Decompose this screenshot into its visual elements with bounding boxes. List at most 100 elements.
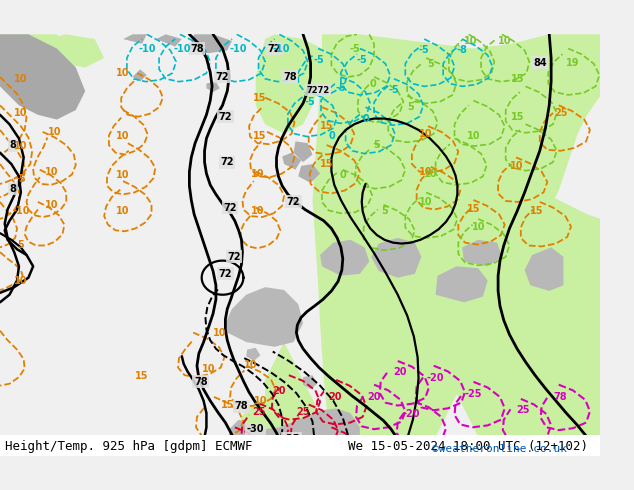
Text: 15: 15: [320, 121, 333, 131]
Text: 15: 15: [467, 204, 480, 215]
Text: 5: 5: [408, 102, 415, 112]
Text: -20: -20: [402, 409, 420, 419]
Text: 8: 8: [10, 140, 16, 150]
Text: 78: 78: [553, 392, 567, 402]
Text: 10: 10: [254, 396, 267, 406]
Text: 15: 15: [320, 159, 333, 169]
Text: 72: 72: [219, 112, 232, 122]
Text: 10: 10: [46, 200, 59, 210]
Text: 10: 10: [117, 171, 130, 180]
Text: 25: 25: [516, 405, 529, 415]
Text: -5: -5: [15, 174, 26, 184]
Text: 10: 10: [467, 131, 480, 141]
Text: 78: 78: [283, 72, 297, 82]
Text: 10: 10: [117, 131, 130, 141]
Text: 72: 72: [221, 157, 234, 167]
Polygon shape: [294, 141, 313, 162]
Text: 8: 8: [10, 184, 16, 194]
Text: 10: 10: [424, 169, 437, 178]
Text: 10: 10: [48, 127, 61, 137]
Text: 15: 15: [253, 93, 266, 103]
Text: -5: -5: [314, 55, 325, 65]
Text: 10: 10: [251, 206, 264, 217]
Text: -5: -5: [419, 46, 430, 55]
Text: 20: 20: [273, 386, 286, 396]
Text: -5: -5: [356, 55, 367, 65]
Text: 10: 10: [213, 328, 226, 338]
Polygon shape: [282, 153, 301, 170]
Text: -10: -10: [139, 44, 157, 53]
Text: 25: 25: [296, 407, 310, 417]
Text: 72: 72: [268, 44, 281, 53]
Text: 84: 84: [533, 58, 547, 68]
Text: 10: 10: [472, 221, 486, 232]
Text: 10: 10: [419, 167, 433, 176]
Text: 20: 20: [393, 368, 406, 377]
Text: 10: 10: [244, 360, 257, 370]
Polygon shape: [313, 34, 600, 456]
Text: 15: 15: [511, 112, 525, 122]
Text: 15: 15: [135, 371, 149, 381]
Text: 10: 10: [46, 167, 59, 176]
Polygon shape: [133, 70, 147, 82]
Text: 15: 15: [253, 131, 266, 141]
Text: 10: 10: [117, 206, 130, 217]
Text: 10: 10: [14, 141, 28, 151]
Text: 0: 0: [370, 79, 377, 90]
Text: Height/Temp. 925 hPa [gdpm] ECMWF: Height/Temp. 925 hPa [gdpm] ECMWF: [4, 440, 252, 453]
Text: 15: 15: [530, 206, 544, 217]
Text: -5: -5: [335, 83, 346, 93]
Text: 0: 0: [328, 131, 335, 141]
Polygon shape: [0, 34, 85, 120]
Text: 0: 0: [339, 171, 346, 180]
Text: 5: 5: [381, 206, 388, 217]
Polygon shape: [229, 408, 360, 456]
Text: -10: -10: [230, 44, 247, 53]
Polygon shape: [303, 375, 317, 390]
Polygon shape: [370, 186, 600, 456]
Polygon shape: [0, 34, 75, 86]
Text: ©weatheronline.co.uk: ©weatheronline.co.uk: [432, 444, 567, 454]
Text: We 15-05-2024 18:00 UTC (12+102): We 15-05-2024 18:00 UTC (12+102): [348, 440, 588, 453]
Text: -25: -25: [465, 389, 482, 399]
Polygon shape: [190, 34, 232, 53]
Text: -5: -5: [304, 98, 315, 107]
Polygon shape: [462, 240, 502, 266]
Text: -30: -30: [247, 424, 264, 434]
Text: 20: 20: [367, 392, 381, 402]
Text: -5: -5: [350, 44, 361, 53]
Text: 0: 0: [362, 114, 369, 123]
Text: 10: 10: [14, 74, 28, 84]
Text: -10: -10: [173, 44, 191, 53]
Text: -8: -8: [456, 46, 467, 55]
Text: 10: 10: [498, 36, 512, 46]
Polygon shape: [207, 82, 220, 92]
Polygon shape: [256, 34, 322, 134]
Text: -5: -5: [389, 85, 399, 95]
Text: 72: 72: [287, 197, 301, 207]
Text: 10: 10: [14, 275, 28, 286]
Text: 5: 5: [18, 241, 24, 250]
Text: 5: 5: [373, 140, 380, 150]
Text: 10: 10: [251, 169, 264, 178]
Text: 25: 25: [252, 407, 265, 417]
Text: 10: 10: [14, 108, 28, 118]
Text: 5: 5: [427, 59, 434, 69]
Text: -35: -35: [283, 434, 301, 443]
Text: 19: 19: [566, 58, 579, 68]
Text: 10: 10: [419, 129, 433, 139]
Text: 10: 10: [464, 36, 477, 46]
Text: 72: 72: [219, 269, 232, 279]
Text: 78: 78: [194, 377, 207, 387]
Polygon shape: [371, 238, 422, 278]
Text: -10: -10: [12, 206, 30, 217]
Text: 25: 25: [554, 108, 567, 118]
Text: 72: 72: [227, 252, 241, 262]
Bar: [0, 435, 600, 461]
Text: -10: -10: [273, 44, 290, 53]
Text: 72: 72: [216, 72, 230, 82]
Text: 10: 10: [510, 161, 524, 171]
Polygon shape: [436, 266, 488, 302]
Polygon shape: [320, 240, 370, 276]
Text: 15: 15: [511, 74, 525, 84]
